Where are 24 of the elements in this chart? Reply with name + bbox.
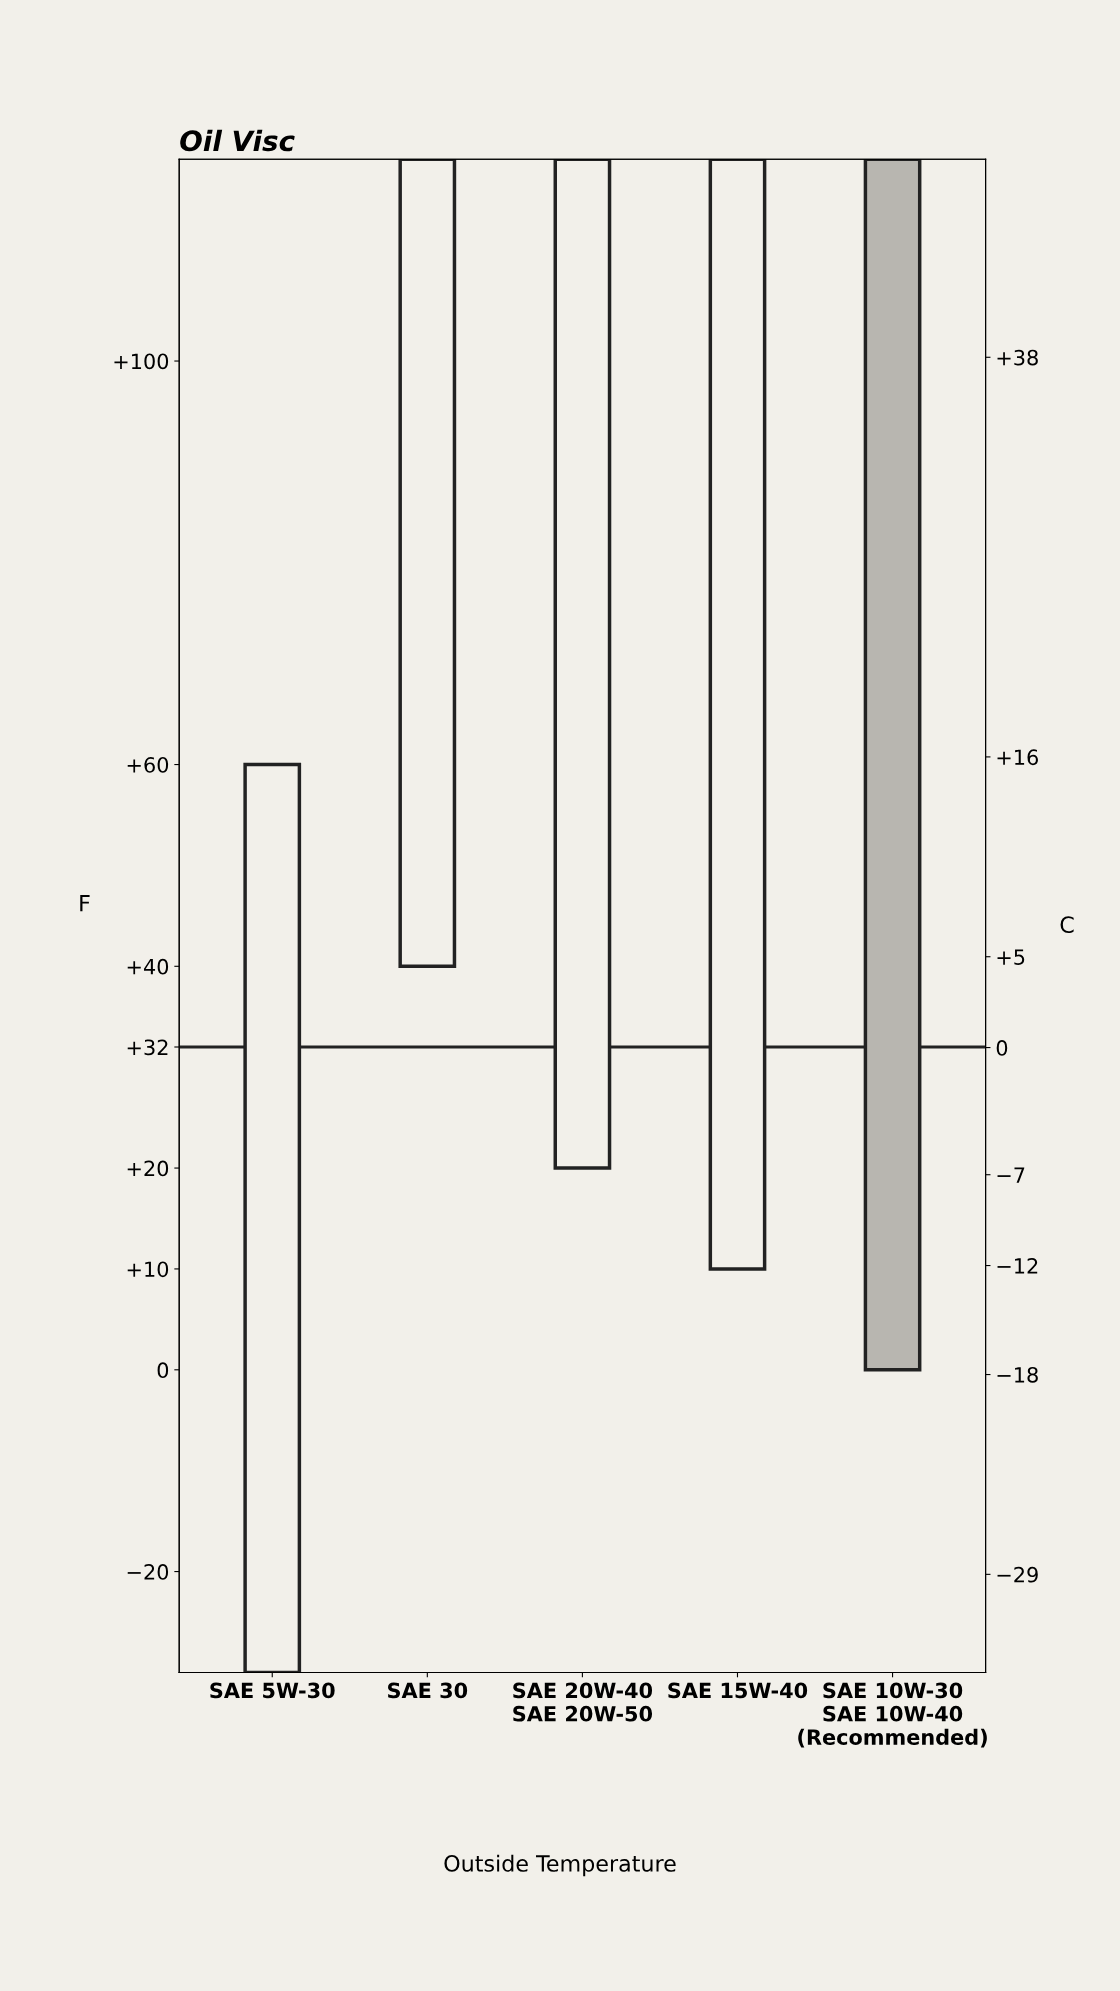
- y-tick-label: +32: [127, 1039, 168, 1056]
- y2-tick-label: +5: [997, 949, 1025, 965]
- chart-title: Oil Visc: [180, 129, 295, 152]
- y-tick-label: +20: [127, 1160, 169, 1177]
- y-tick-label: +40: [127, 958, 169, 975]
- y-tick-label: +10: [127, 1261, 169, 1278]
- y2-tick-label: −29: [997, 1566, 1038, 1583]
- text: Outside Temperature: [444, 1854, 676, 1877]
- y-tick-label: 0: [157, 1362, 169, 1379]
- x-tick-label: SAE 5W-30: [210, 1682, 335, 1699]
- y2-tick-label: +38: [997, 349, 1038, 366]
- y-tick-label: +60: [127, 757, 169, 773]
- x-tick-label: SAE 15W-40: [668, 1682, 808, 1699]
- y-tick-label: +100: [114, 353, 169, 370]
- y2-tick-label: −12: [997, 1257, 1038, 1274]
- y2-tick-label: −7: [997, 1167, 1025, 1183]
- y2-tick-label: −18: [997, 1366, 1038, 1383]
- y-tick-label: −20: [127, 1564, 169, 1580]
- x-tick-label: SAE 20W-40 SAE 20W-50: [513, 1682, 653, 1722]
- x-tick-label: SAE 30: [388, 1682, 468, 1699]
- y2-tick-label: 0: [996, 1040, 1008, 1056]
- y2-tick-label: +16: [997, 749, 1038, 766]
- y2-axis-title: C: [1060, 916, 1074, 934]
- y-axis-title: F: [80, 895, 90, 912]
